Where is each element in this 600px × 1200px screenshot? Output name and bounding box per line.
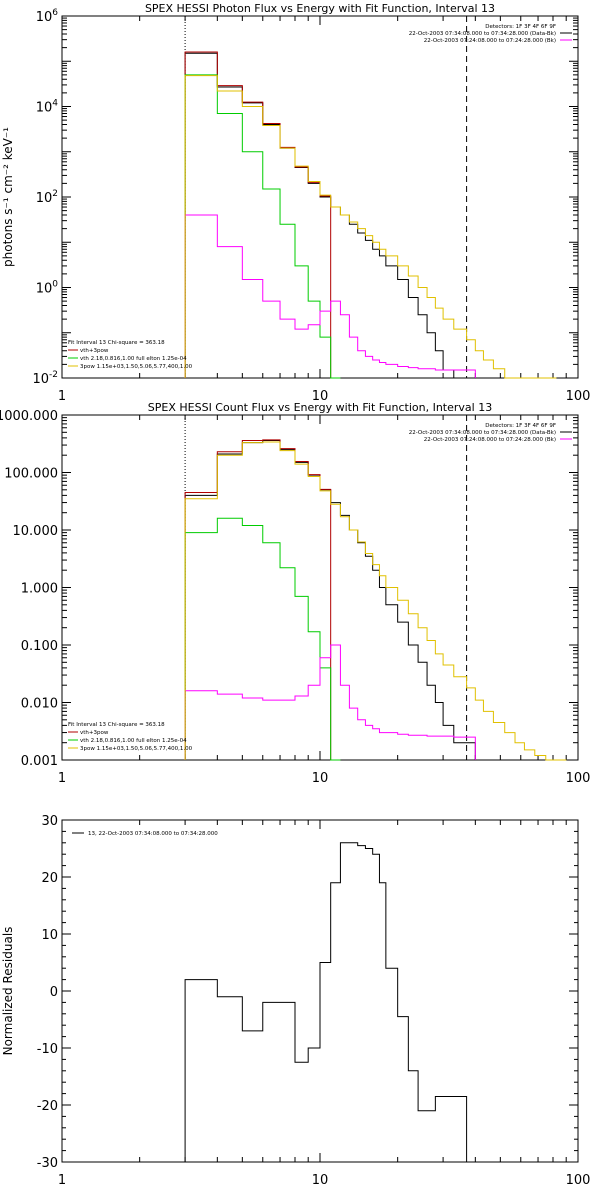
y-tick-label: 20 [41, 871, 58, 886]
fit-legend-line: 3pow 1.15e+03,1.50,5.06,5.77,400,1.00 [80, 746, 193, 752]
series-line-4 [184, 441, 567, 761]
y-axis-label: Normalized Residuals [1, 927, 15, 1056]
y-tick-label: 10.000 [13, 524, 59, 539]
y-tick-exponent: 6 [52, 8, 58, 18]
y-tick-base: 10 [36, 10, 53, 25]
x-tick-label: 10 [312, 1173, 329, 1188]
x-tick-label: 100 [566, 389, 591, 404]
y-tick-label: 30 [41, 814, 58, 829]
x-tick-label: 1 [58, 1173, 66, 1188]
x-tick-label: 1 [58, 389, 66, 404]
y-tick-base: 10 [36, 101, 53, 116]
y-tick-label: 100.000 [4, 467, 58, 482]
series-line-0 [184, 842, 468, 1162]
y-tick-base: 10 [36, 191, 53, 206]
x-tick-label: 1 [58, 771, 66, 786]
header-line: 22-Oct-2003 07:24:08.000 to 07:24:28.000… [424, 437, 556, 443]
y-tick-label: 0.100 [21, 639, 58, 654]
series-line-2 [184, 74, 341, 379]
fit-legend-line: Fit Interval 13 Chi-square = 363.18 [68, 340, 165, 346]
residuals-panel: 1 10 100 -30 -20 -10 0 10 20 30 Normalized Residua… [1, 814, 590, 1188]
x-tick-label: 10 [312, 771, 329, 786]
fit-legend-line: Fit Interval 13 Chi-square = 363.18 [68, 722, 165, 728]
y-tick-label: 1.000 [21, 582, 58, 597]
y-tick-base: 10 [32, 372, 49, 387]
y-tick-label: -30 [37, 1156, 58, 1171]
x-tick-label: 100 [566, 771, 591, 786]
chart-title: SPEX HESSI Count Flux vs Energy with Fit… [148, 401, 492, 414]
y-tick-exponent: 4 [52, 99, 58, 109]
series-line-4 [184, 75, 557, 379]
y-tick-exponent: 2 [52, 189, 58, 199]
y-tick-label: 0.010 [21, 697, 58, 712]
photon-flux-panel: SPEX HESSI Photon Flux vs Energy with Fi… [1, 2, 590, 404]
x-tick-label: 100 [566, 1173, 591, 1188]
plot-frame [61, 414, 579, 761]
fit-legend-line: 3pow 1.15e+03,1.50,5.06,5.77,400,1.00 [80, 364, 193, 370]
series-line-3 [184, 644, 476, 760]
y-tick-label: 100 [36, 280, 59, 297]
fit-legend-line: vth+3pow [80, 730, 109, 736]
header-line: 22-Oct-2003 07:24:08.000 to 07:24:28.000… [424, 38, 556, 44]
fit-legend-line: vth 2.18,0.816,1.00 full elton 1.25e-04 [80, 356, 187, 362]
fit-legend-line: vth+3pow [80, 348, 109, 354]
y-tick-label: -20 [37, 1099, 58, 1114]
y-tick-label: 0.001 [21, 754, 58, 769]
y-tick-label: 102 [36, 189, 58, 206]
y-tick-label: 1000.000 [0, 409, 58, 424]
y-tick-label: -10 [37, 1042, 58, 1057]
x-tick-label: 10 [312, 389, 329, 404]
series-line-2 [184, 517, 341, 761]
fit-legend-line: vth 2.18,0.816,1.00 full elton 1.25e-04 [80, 738, 187, 744]
header-line: 22-Oct-2003 07:34:08.000 to 07:34:28.000… [409, 31, 556, 37]
header-line: Detectors: 1F 3F 4F 6F 9F [485, 423, 556, 429]
count-flux-panel: SPEX HESSI Count Flux vs Energy with Fit… [0, 401, 590, 786]
legend-entry: 13, 22-Oct-2003 07:34:08.000 to 07:34:28… [88, 831, 218, 837]
chart-title: SPEX HESSI Photon Flux vs Energy with Fi… [145, 2, 495, 15]
y-tick-label: 10-2 [32, 370, 58, 387]
header-line: 22-Oct-2003 07:34:08.000 to 07:34:28.000… [409, 430, 556, 436]
y-tick-exponent: 0 [52, 280, 58, 290]
y-tick-label: 0 [50, 985, 58, 1000]
y-tick-label: 106 [36, 8, 59, 25]
series-line-3 [184, 214, 476, 378]
y-axis-label: photons s⁻¹ cm⁻² keV⁻¹ [1, 127, 15, 267]
series-line-1 [184, 439, 332, 760]
y-tick-label: 104 [36, 99, 59, 116]
header-line: Detectors: 1F 3F 4F 6F 9F [485, 24, 556, 30]
y-tick-exponent: -2 [49, 370, 58, 380]
y-tick-label: 10 [41, 928, 58, 943]
series-line-0 [184, 52, 476, 379]
y-tick-base: 10 [36, 282, 53, 297]
